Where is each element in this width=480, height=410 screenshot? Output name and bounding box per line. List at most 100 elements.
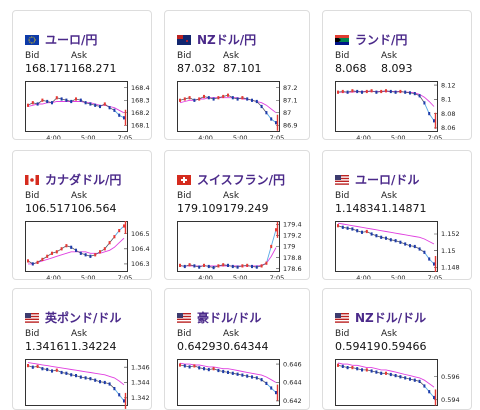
quote-values: 0.59419 0.59466 [335,340,465,354]
candle-marker [275,391,277,395]
candle-marker [75,97,77,101]
candle-marker [337,224,339,228]
quote-labels: Bid Ask [335,191,455,203]
ask-label: Ask [71,329,88,339]
candle-marker [212,367,215,371]
x-tick-label: 5:00 [81,274,96,280]
bid-label: Bid [25,51,40,61]
rate-card[interactable]: 英ポンド/ドル Bid Ask 1.34161 1.34224 1.346 1.344 1.3… [12,288,152,410]
candle-marker [413,378,416,382]
candle-marker [251,264,253,269]
mini-chart: 87.2 87.1 87 86.9 4:00 5:00 7:05 [177,81,303,140]
candle-marker [123,116,125,120]
bid-value: 0.64293 [177,340,223,353]
x-tick-label: 7:05 [270,274,285,280]
candle-marker [255,376,258,380]
candle-marker [246,374,249,378]
candle-marker [399,89,402,94]
chart-svg: 0.646 0.644 0.642 [177,359,302,406]
currency-pair[interactable]: NZドル/円 [177,31,256,48]
currency-pair[interactable]: NZドル/ドル [335,309,426,326]
candle-marker [188,365,191,369]
y-tick-label: 8.12 [441,81,455,89]
candle-marker [118,113,121,117]
pair-label: NZドル/円 [197,33,257,47]
rate-card[interactable]: NZドル/ドル Bid Ask 0.59419 0.59466 0.596 0.594 [322,288,472,410]
x-tick-label: 4:00 [198,274,213,280]
bid-value: 168.171 [25,62,71,75]
ask-value: 0.59466 [381,340,427,353]
x-tick-label: 4:00 [46,134,61,140]
candle-marker [270,117,273,121]
candle-marker [260,264,263,268]
currency-pair[interactable]: ユーロ/円 [25,31,97,48]
y-tick-label: 0.646 [283,360,302,368]
candle-marker [375,90,378,94]
candle-marker [89,102,92,106]
candle-marker [370,89,373,93]
currency-pair[interactable]: ユーロ/ドル [335,171,419,188]
rate-card[interactable]: スイスフラン/円 Bid Ask 179.109 179.249 179.4 179.2 17… [164,150,310,280]
candle-marker [94,103,97,107]
currency-pair[interactable]: スイスフラン/円 [177,171,285,188]
candle-marker [198,366,201,370]
bid-value: 179.109 [177,202,223,215]
rate-card[interactable]: ユーロ/円 Bid Ask 168.171 168.271 168.4 168.3 168.2… [12,10,152,140]
candle-marker [103,102,106,106]
y-tick-label: 0.644 [283,379,302,387]
moving-average-line [337,362,435,388]
rate-card[interactable]: ユーロ/ドル Bid Ask 1.14834 1.14871 1.152 1.15 1.148… [322,150,472,280]
y-tick-label: 168.3 [131,96,150,104]
candle-marker [55,368,58,372]
candle-marker [27,259,29,263]
bid-value: 0.59419 [335,340,381,353]
quote-labels: Bid Ask [177,51,297,63]
candle-marker [217,264,220,268]
candle-marker [433,119,435,123]
candle-marker [222,94,225,99]
candle-marker [255,99,258,104]
candle-marker [203,94,205,99]
mini-chart: 106.5 106.4 106.3 4:00 5:00 7:05 [25,221,151,280]
quote-values: 1.14834 1.14871 [335,202,465,216]
candle-marker [207,368,210,372]
candle-marker [203,367,205,371]
candle-marker [365,368,368,372]
currency-pair[interactable]: カナダドル/円 [25,171,121,188]
candle-marker [99,104,101,109]
rate-card[interactable]: NZドル/円 Bid Ask 87.032 87.101 87.2 87.1 87 86.9 4:… [164,10,310,140]
bid-value: 1.14834 [335,202,381,215]
candle-marker [394,374,397,378]
currency-pair[interactable]: ランド/円 [335,31,407,48]
candle-marker [79,98,82,102]
rate-card[interactable]: カナダドル/円 Bid Ask 106.517 106.564 106.5 106.4 106… [12,150,152,280]
ask-label: Ask [381,51,398,61]
currency-pair[interactable]: 英ポンド/ドル [25,309,121,326]
ch-jp-flag [177,174,191,185]
candle-marker [241,373,244,377]
candle-marker [217,368,220,373]
candle-marker [270,386,273,390]
candle-marker [193,98,196,102]
rate-card[interactable]: ランド/円 Bid Ask 8.068 8.093 8.12 8.1 8.08 8.06 4:00… [322,10,472,140]
quote-values: 87.032 87.101 [177,62,307,76]
y-tick-label: 106.5 [131,230,150,238]
quote-values: 8.068 8.093 [335,62,465,76]
candle-marker [236,372,239,376]
currency-pair[interactable]: 豪ドル/ドル [177,309,261,326]
x-tick-label: 7:05 [270,134,285,140]
candle-marker [418,94,421,98]
candle-marker [99,250,101,254]
candle-marker [265,111,268,115]
x-tick-label: 4:00 [198,134,213,140]
au-us-flag [177,312,191,323]
candle-marker [275,121,277,125]
candle-marker [389,238,392,242]
candle-marker [31,101,34,105]
candle-marker [198,97,201,101]
candle-marker [346,90,349,94]
candle-marker [212,97,215,101]
chart-svg: 1.346 1.344 1.342 [25,359,150,409]
candle-marker [346,226,349,230]
rate-card[interactable]: 豪ドル/ドル Bid Ask 0.64293 0.64344 0.646 0.644 0.64… [164,288,310,410]
